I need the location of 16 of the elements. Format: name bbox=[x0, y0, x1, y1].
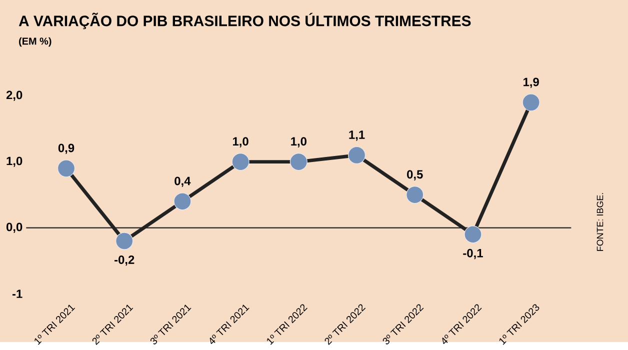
data-label: 1,0 bbox=[291, 137, 306, 148]
data-label: -0,2 bbox=[114, 255, 134, 266]
y-tick-label: 1,0 bbox=[6, 156, 22, 167]
data-label: 1,1 bbox=[349, 130, 365, 141]
y-tick-label: -1 bbox=[12, 290, 22, 298]
data-label: 0,9 bbox=[58, 144, 74, 154]
data-label: 0,5 bbox=[407, 170, 423, 180]
source-note: FONTE: IBGE. bbox=[596, 193, 604, 251]
data-label: 0,4 bbox=[174, 176, 191, 187]
data-label: -0,1 bbox=[463, 248, 483, 260]
y-tick-label: 0,0 bbox=[6, 222, 22, 233]
data-label: 1,0 bbox=[232, 137, 248, 148]
y-tick-label: 2,0 bbox=[6, 90, 22, 101]
data-label: 1,9 bbox=[524, 78, 539, 88]
chart-subtitle: (EM %) bbox=[19, 37, 52, 47]
chart-title: A VARIAÇÃO DO PIB BRASILEIRO NOS ÚLTIMOS TRIMESTRES bbox=[18, 12, 471, 30]
